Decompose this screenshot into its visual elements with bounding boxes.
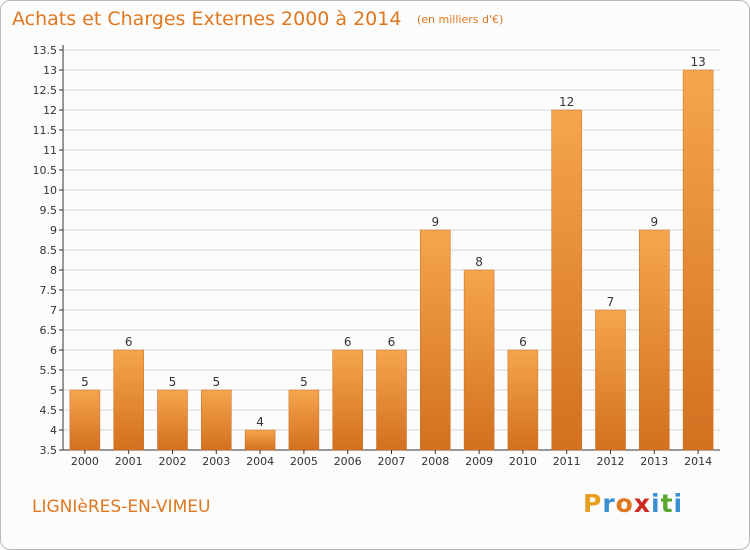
- y-tick-label: 4: [50, 424, 57, 437]
- bar: [420, 229, 451, 451]
- x-tick-label: 2001: [115, 455, 143, 468]
- bar: [595, 309, 626, 451]
- y-tick-label: 5.5: [40, 364, 58, 377]
- x-tick-label: 2007: [378, 455, 406, 468]
- bar-value-label: 4: [256, 415, 264, 429]
- x-tick-label: 2010: [509, 455, 537, 468]
- bar: [201, 389, 232, 451]
- y-tick-label: 11.5: [33, 124, 58, 137]
- logo-letter: x: [633, 489, 651, 518]
- bar-value-label: 9: [650, 215, 658, 229]
- bar: [682, 69, 714, 451]
- bar-value-label: 5: [81, 375, 89, 389]
- y-tick-label: 6.5: [40, 324, 58, 337]
- y-tick-label: 4.5: [40, 404, 58, 417]
- bar: [288, 389, 320, 451]
- bar-value-label: 6: [125, 335, 133, 349]
- x-tick-label: 2003: [202, 455, 230, 468]
- y-tick-label: 9: [50, 224, 57, 237]
- bar: [113, 349, 144, 451]
- bar: [332, 349, 363, 451]
- y-tick-label: 10: [43, 184, 57, 197]
- bar: [639, 229, 670, 451]
- logo-letter: P: [583, 489, 603, 518]
- x-tick-label: 2011: [553, 455, 581, 468]
- bar: [69, 389, 101, 451]
- logo-letter: i: [651, 489, 661, 518]
- y-tick-label: 12: [43, 104, 57, 117]
- y-tick-label: 11: [43, 144, 57, 157]
- bar-value-label: 6: [344, 335, 352, 349]
- y-tick-label: 6: [50, 344, 57, 357]
- x-tick-label: 2014: [684, 455, 712, 468]
- x-tick-label: 2009: [465, 455, 493, 468]
- commune-name: LIGNIèRES-EN-VIMEU: [32, 497, 211, 517]
- x-tick-label: 2000: [71, 455, 99, 468]
- x-tick-label: 2004: [246, 455, 274, 468]
- y-tick-label: 8: [50, 264, 57, 277]
- y-tick-label: 13: [43, 64, 57, 77]
- proxiti-logo: Proxiti: [583, 489, 683, 518]
- logo-letter: t: [660, 489, 674, 518]
- bar-value-label: 6: [388, 335, 396, 349]
- bar-value-label: 13: [690, 55, 705, 69]
- y-tick-label: 3.5: [40, 444, 58, 457]
- x-tick-label: 2012: [597, 455, 625, 468]
- bar-value-label: 5: [300, 375, 308, 389]
- x-tick-label: 2002: [159, 455, 187, 468]
- y-tick-label: 7: [50, 304, 57, 317]
- x-tick-label: 2013: [640, 455, 668, 468]
- logo-letter: i: [673, 489, 684, 518]
- logo-letter: o: [615, 489, 634, 518]
- x-tick-label: 2005: [290, 455, 318, 468]
- bar: [376, 349, 407, 451]
- bar: [157, 389, 188, 451]
- x-tick-label: 2006: [334, 455, 362, 468]
- y-tick-label: 12.5: [33, 84, 58, 97]
- y-tick-label: 13.5: [33, 44, 58, 57]
- bar-value-label: 12: [559, 95, 574, 109]
- y-tick-label: 5: [50, 384, 57, 397]
- bar-value-label: 6: [519, 335, 527, 349]
- y-tick-label: 10.5: [33, 164, 58, 177]
- y-tick-label: 9.5: [40, 204, 58, 217]
- bar-value-label: 9: [431, 215, 439, 229]
- bar: [551, 109, 582, 451]
- bar-value-label: 5: [169, 375, 177, 389]
- bar: [507, 349, 539, 451]
- bar-value-label: 5: [212, 375, 220, 389]
- bar: [463, 269, 495, 451]
- chart-title: Achats et Charges Externes 2000 à 2014: [12, 8, 402, 30]
- chart-subtitle: (en milliers d'€): [417, 13, 504, 26]
- y-tick-label: 7.5: [40, 284, 58, 297]
- bar-value-label: 7: [607, 295, 615, 309]
- bar: [244, 429, 276, 451]
- y-tick-label: 8.5: [40, 244, 58, 257]
- logo-letter: r: [602, 489, 616, 518]
- x-tick-label: 2008: [421, 455, 449, 468]
- bar-value-label: 8: [475, 255, 483, 269]
